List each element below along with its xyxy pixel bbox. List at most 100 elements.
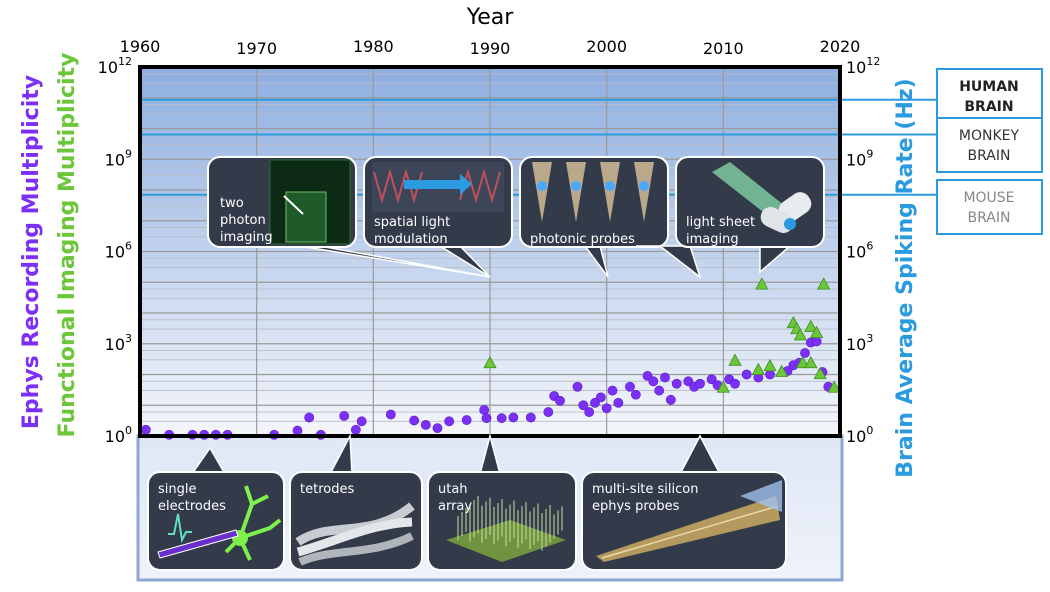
y-tick-label: 106: [846, 240, 873, 262]
ephys-point: [660, 372, 670, 383]
ephys-point: [607, 385, 618, 396]
ephys-point: [356, 416, 367, 427]
x-tick-label: 1990: [470, 39, 511, 58]
ephys-point: [292, 425, 303, 436]
callout-two-photon-line2: photon: [220, 213, 266, 228]
callout-two-photon-line3: imaging: [220, 230, 273, 245]
callout-silicon-line1: multi-site silicon: [592, 482, 698, 497]
callout-two-photon: two photon imaging: [207, 156, 491, 278]
brain-box-mouse-line1: MOUSE: [963, 190, 1014, 206]
y-tick-label: 100: [105, 424, 132, 446]
brain-box-mouse-line2: BRAIN: [968, 210, 1011, 226]
y-axis-label-ephys: Ephys Recording Multiplicity: [19, 75, 44, 429]
ephys-point: [350, 424, 361, 435]
x-axis-title: Year: [466, 5, 515, 30]
callout-spatial-line1: spatial light: [374, 215, 450, 230]
imaging-point: [716, 380, 731, 393]
ephys-point: [304, 412, 315, 423]
x-tick-label: 2000: [586, 37, 627, 56]
ephys-point: [543, 407, 554, 417]
tetrode-wires-image: [295, 502, 415, 566]
y-tick-label: 1012: [846, 55, 880, 77]
brain-box-mouse: MOUSE BRAIN: [936, 179, 1043, 235]
ephys-point: [695, 378, 705, 389]
ephys-point: [648, 376, 659, 387]
callout-spatial-light: spatial light modulation: [363, 156, 513, 278]
callout-silicon-line2: ephys probes: [592, 499, 680, 514]
y-tick-label: 109: [105, 147, 132, 169]
neuron-electrode-image: [157, 485, 282, 561]
callout-utah-line1: utah: [438, 482, 468, 497]
callout-light-sheet: light sheet imaging: [636, 156, 825, 280]
light-sheet-image: [712, 162, 812, 233]
ephys-point: [800, 348, 810, 358]
ephys-point: [625, 381, 635, 392]
imaging-point: [816, 277, 831, 290]
y-tick-label: 103: [105, 332, 132, 354]
ephys-point: [730, 378, 740, 389]
callout-spatial-line2: modulation: [374, 232, 448, 247]
imaging-point: [793, 328, 808, 341]
ephys-point: [479, 405, 490, 415]
y-tick-label: 100: [846, 424, 873, 446]
callout-single-line2: electrodes: [158, 499, 226, 514]
callout-light-sheet-line1: light sheet: [686, 215, 755, 230]
x-tick-labels: 1960 1970 1980 1990 2000 2010 2020: [120, 37, 861, 58]
ephys-point: [584, 407, 595, 417]
y-tick-labels-left: 100 103 106 109 1012: [98, 55, 132, 446]
x-tick-label: 2010: [703, 39, 744, 58]
x-tick-label: 2020: [820, 37, 861, 56]
imaging-point: [804, 355, 818, 369]
brain-box-monkey-line1: MONKEY: [959, 128, 1020, 144]
imaging-point: [483, 355, 497, 369]
callout-two-photon-line1: two: [220, 196, 244, 211]
ephys-point: [481, 413, 492, 424]
probe-shanks-image: [532, 162, 654, 222]
y-tick-labels-right: 100 103 106 109 1012: [846, 55, 880, 446]
imaging-point: [809, 325, 824, 338]
ephys-point: [444, 416, 455, 427]
imaging-point: [755, 277, 769, 290]
x-tick-label: 1980: [353, 37, 394, 56]
ephys-point: [572, 381, 583, 392]
imaging-point: [763, 358, 777, 372]
data-points: [140, 277, 841, 440]
ephys-point: [555, 395, 565, 406]
x-tick-label: 1970: [236, 39, 277, 58]
ephys-point: [595, 392, 606, 403]
ephys-point: [385, 409, 396, 420]
callout-utah-array: utah array: [427, 433, 577, 571]
ephys-point: [741, 369, 752, 380]
ephys-point: [630, 389, 641, 400]
brain-box-monkey: MONKEY BRAIN: [936, 117, 1043, 173]
x-tick-label: 1960: [120, 37, 161, 56]
ephys-point: [432, 423, 443, 434]
ephys-point: [671, 378, 682, 389]
callout-light-sheet-line2: imaging: [686, 232, 739, 247]
ephys-point: [409, 415, 420, 426]
imaging-point: [751, 362, 766, 375]
imaging-point: [813, 366, 827, 380]
callout-photonic-line1: photonic probes: [530, 232, 635, 247]
callout-photonic-probes: photonic probes: [519, 156, 669, 278]
ephys-point: [654, 385, 665, 396]
ephys-point: [601, 403, 612, 414]
brain-box-human-line2: BRAIN: [964, 99, 1013, 115]
ephys-point: [339, 411, 350, 421]
ephys-point: [461, 415, 472, 425]
y-axis-label-brain-rate: Brain Average Spiking Rate (Hz): [893, 78, 918, 477]
ephys-point: [706, 374, 717, 385]
callout-silicon-probes: multi-site silicon ephys probes: [581, 434, 787, 571]
imaging-point: [795, 355, 810, 369]
imaging-point: [728, 353, 742, 366]
arrow-icon: [283, 195, 304, 215]
callout-tetrodes-line1: tetrodes: [300, 482, 354, 497]
y-tick-label: 106: [105, 240, 132, 262]
utah-array-image: [446, 496, 566, 562]
brain-box-monkey-line2: BRAIN: [968, 148, 1011, 164]
callout-utah-line2: array: [438, 499, 472, 514]
callout-single-electrodes: single electrodes: [147, 446, 285, 571]
ephys-point: [496, 413, 507, 424]
